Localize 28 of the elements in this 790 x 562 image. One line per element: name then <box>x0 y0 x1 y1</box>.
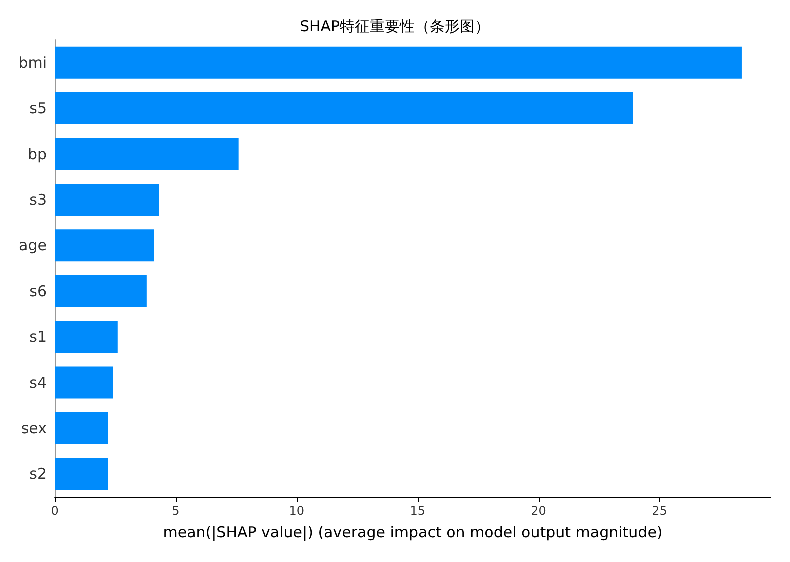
bar <box>55 366 114 399</box>
y-tick-label: bmi <box>18 54 47 72</box>
bar <box>55 321 118 354</box>
x-tick-label: 0 <box>51 504 59 518</box>
y-tick-label: s4 <box>30 374 47 392</box>
y-tick-label: s5 <box>30 100 47 118</box>
y-tick-label: s1 <box>30 328 47 346</box>
y-tick-label: s6 <box>30 282 47 300</box>
y-tick-label: bp <box>28 145 47 164</box>
chart-title: SHAP特征重要性（条形图） <box>300 18 490 36</box>
bar <box>55 458 108 490</box>
y-tick-label: s2 <box>30 465 47 484</box>
y-tick-label: s3 <box>30 190 47 209</box>
x-tick-label: 10 <box>289 504 305 518</box>
bar <box>55 184 160 216</box>
x-tick-label: 5 <box>172 504 180 518</box>
x-tick-label: 15 <box>410 504 426 518</box>
y-tick-label: age <box>19 236 47 255</box>
x-axis-title: mean(|SHAP value|) (average impact on model output magnitude) <box>163 524 663 542</box>
bar <box>55 275 147 308</box>
y-tick-label: sex <box>21 419 48 438</box>
bar <box>55 230 154 262</box>
bar <box>55 46 742 79</box>
x-tick-label: 25 <box>652 504 668 518</box>
bar <box>55 92 634 125</box>
bar <box>55 412 108 444</box>
bar <box>55 138 239 170</box>
x-tick-label: 20 <box>531 504 546 518</box>
